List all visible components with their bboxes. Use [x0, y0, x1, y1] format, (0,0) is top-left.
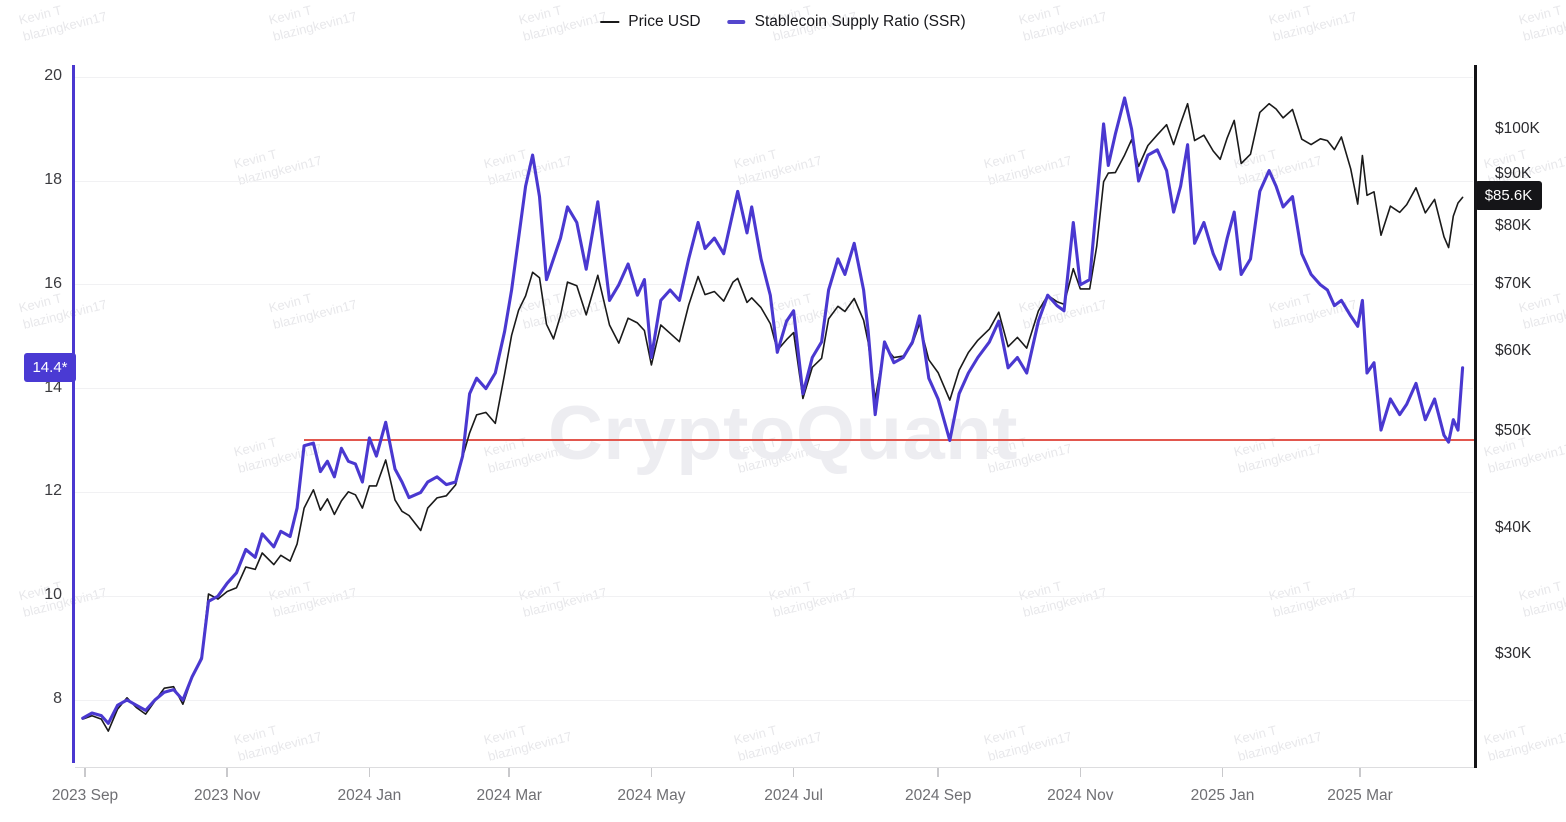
legend-item-price[interactable]: Price USD [600, 13, 701, 31]
right-axis-tick-label: $60K [1495, 342, 1532, 360]
gridline [75, 595, 1473, 597]
x-axis-tick-label: 2024 Jan [337, 787, 402, 804]
gridline [75, 284, 1473, 286]
x-axis-line [75, 767, 1477, 768]
right-axis-line [1473, 65, 1477, 768]
legend-label-price: Price USD [628, 13, 701, 30]
x-axis-tick-mark [84, 768, 86, 777]
left-axis-tick-label: 16 [44, 274, 62, 292]
ssr-line-swatch [727, 19, 746, 25]
legend: Price USD Stablecoin Supply Ratio (SSR) [600, 13, 966, 31]
price-line [81, 102, 1464, 732]
gridline [75, 76, 1473, 78]
gridline [75, 180, 1473, 182]
x-axis-tick-mark [226, 768, 228, 777]
legend-item-ssr[interactable]: Stablecoin Supply Ratio (SSR) [727, 13, 966, 31]
price-line-swatch [600, 20, 620, 24]
x-axis-tick-label: 2025 Mar [1327, 787, 1393, 804]
gridline [75, 388, 1473, 390]
x-axis-tick-mark [1221, 768, 1224, 777]
left-axis-line [71, 65, 75, 763]
right-axis-tick-label: $100K [1495, 119, 1540, 137]
left-axis-tick-label: 8 [53, 690, 62, 707]
ssr-current-badge: 14.4* [24, 353, 76, 382]
x-axis-tick-label: 2024 Mar [476, 787, 542, 804]
gridline [75, 491, 1473, 493]
x-axis-tick-label: 2024 Jul [764, 787, 823, 804]
left-axis-tick-label: 10 [44, 586, 62, 604]
x-axis-tick-mark [650, 768, 653, 777]
left-axis-tick-label: 20 [44, 67, 62, 85]
price-current-badge: $85.6K [1475, 181, 1542, 210]
x-axis-tick-mark [937, 768, 939, 777]
x-axis-tick-label: 2023 Sep [51, 787, 119, 804]
legend-label-ssr: Stablecoin Supply Ratio (SSR) [754, 13, 966, 30]
x-axis-tick-mark [508, 768, 510, 777]
right-axis-tick-label: $70K [1495, 275, 1532, 293]
x-axis-tick-label: 2024 May [617, 787, 686, 804]
ssr-line [81, 96, 1465, 725]
x-axis-tick-label: 2025 Jan [1190, 787, 1255, 804]
x-axis-tick-label: 2024 Nov [1047, 787, 1114, 804]
right-axis-tick-label: $40K [1495, 519, 1532, 537]
right-axis-tick-label: $90K [1495, 165, 1532, 183]
x-axis-tick-label: 2023 Nov [194, 787, 261, 804]
x-axis-tick-mark [1359, 768, 1361, 777]
right-axis-tick-label: $80K [1495, 216, 1532, 234]
gridline [75, 699, 1473, 701]
right-axis-tick-label: $50K [1495, 422, 1532, 440]
support-reference-line [304, 439, 1477, 441]
right-axis-tick-label: $30K [1495, 645, 1532, 662]
x-axis-tick-mark [1079, 768, 1082, 777]
x-axis-tick-label: 2024 Sep [904, 787, 972, 804]
left-axis-tick-label: 12 [44, 482, 62, 500]
left-axis-tick-label: 18 [44, 171, 62, 188]
left-axis-tick-label: 14 [44, 378, 62, 396]
x-axis-tick-mark [368, 768, 371, 777]
x-axis-tick-mark [792, 768, 795, 777]
